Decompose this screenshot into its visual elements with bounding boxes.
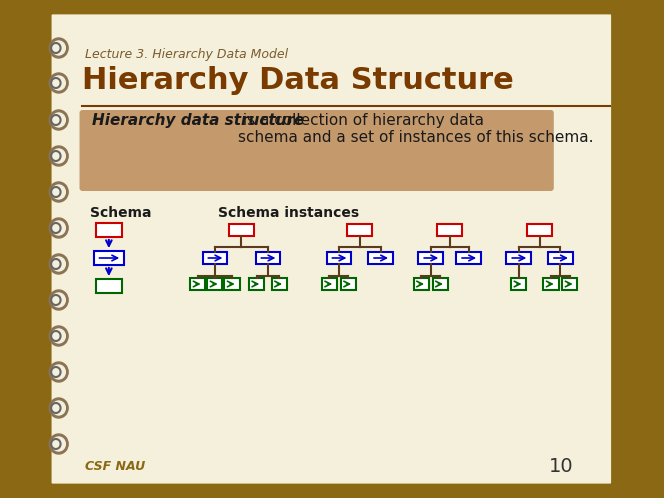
Bar [322,278,337,290]
Circle shape [52,329,65,343]
Text: Lecture 3. Hierarchy Data Model: Lecture 3. Hierarchy Data Model [85,48,288,61]
Circle shape [52,221,65,235]
Bar [96,279,122,293]
Bar [94,251,124,265]
Text: Schema: Schema [90,206,151,220]
Bar [507,252,531,264]
Circle shape [52,437,65,451]
Bar [527,224,552,236]
Bar [562,278,578,290]
Circle shape [52,76,65,90]
Circle shape [49,73,68,93]
Bar [341,278,356,290]
Bar [249,278,264,290]
Circle shape [49,398,68,418]
Bar [543,278,558,290]
Bar [224,278,240,290]
FancyBboxPatch shape [50,13,612,485]
Circle shape [52,293,65,307]
Bar [511,278,527,290]
Circle shape [49,290,68,310]
Bar [272,278,287,290]
Circle shape [49,362,68,382]
Circle shape [49,218,68,238]
Bar [207,278,222,290]
Circle shape [49,146,68,166]
Text: Hierarchy data structure: Hierarchy data structure [92,113,304,128]
Bar [191,278,205,290]
Text: 10: 10 [549,457,574,476]
Circle shape [52,257,65,271]
Bar [438,224,462,236]
Bar [203,252,227,264]
Bar [456,252,481,264]
Bar [369,252,393,264]
Circle shape [52,401,65,415]
Text: Hierarchy Data Structure: Hierarchy Data Structure [82,66,514,95]
Bar [327,252,351,264]
Circle shape [52,149,65,163]
Text: is a collection of hierarchy data
schema and a set of instances of this schema.: is a collection of hierarchy data schema… [238,113,593,145]
Circle shape [49,182,68,202]
Circle shape [49,38,68,58]
Circle shape [52,365,65,379]
Bar [433,278,448,290]
Bar [548,252,573,264]
Bar [229,224,254,236]
Bar [96,223,122,237]
Circle shape [49,326,68,346]
Bar [347,224,372,236]
Bar [256,252,280,264]
Bar [414,278,429,290]
Circle shape [52,113,65,127]
Circle shape [52,185,65,199]
Text: CSF NAU: CSF NAU [85,460,145,473]
Circle shape [49,254,68,274]
Text: Schema instances: Schema instances [218,206,359,220]
Circle shape [49,110,68,130]
Circle shape [49,434,68,454]
Bar [418,252,443,264]
FancyBboxPatch shape [80,110,554,191]
Circle shape [52,41,65,55]
